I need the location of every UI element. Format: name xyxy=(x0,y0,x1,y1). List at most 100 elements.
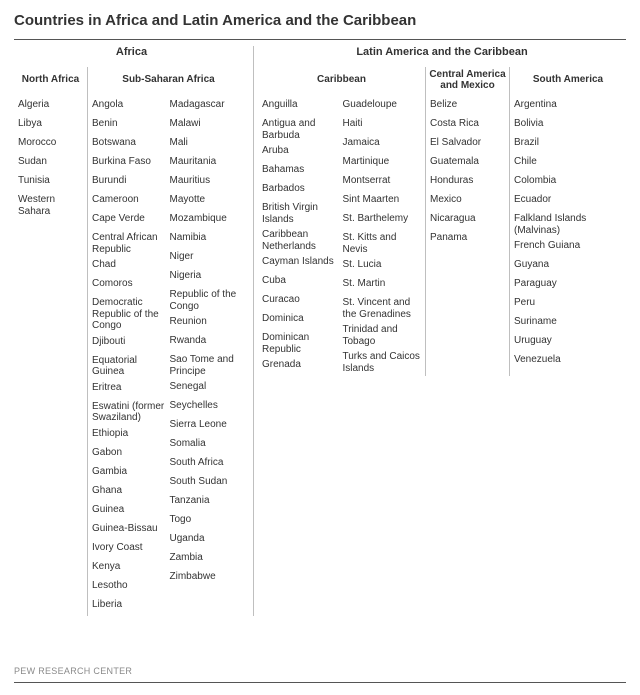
list-ssa-col1: AngolaBeninBotswanaBurkina FasoBurundiCa… xyxy=(91,97,169,616)
list-item: Caribbean Netherlands xyxy=(261,227,342,254)
list-item: Cuba xyxy=(261,273,342,292)
list-item: El Salvador xyxy=(429,135,506,154)
source-label: PEW RESEARCH CENTER xyxy=(14,666,626,676)
rule-bottom xyxy=(14,682,626,683)
list-item: Honduras xyxy=(429,173,506,192)
list-item: Senegal xyxy=(169,379,247,398)
region-lac: Latin America and the Caribbean Caribbea… xyxy=(254,46,626,616)
list-item: Trinidad and Tobago xyxy=(342,322,423,349)
list-item: St. Martin xyxy=(342,276,423,295)
list-item: St. Kitts and Nevis xyxy=(342,230,423,257)
list-item: St. Barthelemy xyxy=(342,211,423,230)
list-item: Sao Tome and Principe xyxy=(169,352,247,379)
list-item: Haiti xyxy=(342,116,423,135)
list-item: Central African Republic xyxy=(91,230,169,257)
list-item: Barbados xyxy=(261,181,342,200)
list-item: Equatorial Guinea xyxy=(91,353,169,380)
region-header-lac: Latin America and the Caribbean xyxy=(258,46,626,59)
sub-header-ssa: Sub-Saharan Africa xyxy=(91,67,246,93)
region-africa: Africa North Africa AlgeriaLibyaMoroccoS… xyxy=(14,46,254,616)
list-item: Curacao xyxy=(261,292,342,311)
list-item: Venezuela xyxy=(513,352,623,371)
list-central-america: BelizeCosta RicaEl SalvadorGuatemalaHond… xyxy=(429,97,506,249)
list-item: Argentina xyxy=(513,97,623,116)
list-item: Comoros xyxy=(91,276,169,295)
list-item: Algeria xyxy=(17,97,84,116)
page-title: Countries in Africa and Latin America an… xyxy=(14,12,626,29)
sub-header-caribbean: Caribbean xyxy=(261,67,422,93)
subcol-north-africa: North Africa AlgeriaLibyaMoroccoSudanTun… xyxy=(14,67,88,616)
list-ssa: AngolaBeninBotswanaBurkina FasoBurundiCa… xyxy=(91,97,246,616)
list-caribbean-col2: GuadeloupeHaitiJamaicaMartiniqueMontserr… xyxy=(342,97,423,376)
list-item: Democratic Republic of the Congo xyxy=(91,295,169,334)
list-item: Gabon xyxy=(91,445,169,464)
list-item: Mauritania xyxy=(169,154,247,173)
list-item: Namibia xyxy=(169,230,247,249)
list-item: Angola xyxy=(91,97,169,116)
list-item: Jamaica xyxy=(342,135,423,154)
list-item: Zambia xyxy=(169,550,247,569)
list-item: Bolivia xyxy=(513,116,623,135)
list-item: Djibouti xyxy=(91,334,169,353)
list-item: Grenada xyxy=(261,357,342,376)
list-item: Mali xyxy=(169,135,247,154)
list-south-america: ArgentinaBoliviaBrazilChileColombiaEcuad… xyxy=(513,97,623,371)
list-item: Falkland Islands (Malvinas) xyxy=(513,211,623,238)
list-item: Mexico xyxy=(429,192,506,211)
list-item: Republic of the Congo xyxy=(169,287,247,314)
list-item: Aruba xyxy=(261,143,342,162)
list-item: French Guiana xyxy=(513,238,623,257)
list-item: Guadeloupe xyxy=(342,97,423,116)
list-item: Burundi xyxy=(91,173,169,192)
list-item: Libya xyxy=(17,116,84,135)
sub-header-central-america: Central America and Mexico xyxy=(429,67,506,93)
list-item: Nicaragua xyxy=(429,211,506,230)
list-item: Kenya xyxy=(91,559,169,578)
list-item: Ghana xyxy=(91,483,169,502)
subcol-south-america: South America ArgentinaBoliviaBrazilChil… xyxy=(510,67,626,376)
list-item: Mayotte xyxy=(169,192,247,211)
list-item: Sint Maarten xyxy=(342,192,423,211)
list-caribbean-col1: AnguillaAntigua and BarbudaArubaBahamasB… xyxy=(261,97,342,376)
subcol-central-america: Central America and Mexico BelizeCosta R… xyxy=(426,67,510,376)
subcol-ssa: Sub-Saharan Africa AngolaBeninBotswanaBu… xyxy=(88,67,249,616)
sub-header-north-africa: North Africa xyxy=(17,67,84,93)
list-item: Sudan xyxy=(17,154,84,173)
list-item: Mozambique xyxy=(169,211,247,230)
list-item: Gambia xyxy=(91,464,169,483)
list-ssa-col2: MadagascarMalawiMaliMauritaniaMauritiusM… xyxy=(169,97,247,616)
rule-top xyxy=(14,39,626,40)
list-item: Ivory Coast xyxy=(91,540,169,559)
list-item: Brazil xyxy=(513,135,623,154)
list-item: Sierra Leone xyxy=(169,417,247,436)
list-item: St. Lucia xyxy=(342,257,423,276)
list-item: Guatemala xyxy=(429,154,506,173)
list-item: Cayman Islands xyxy=(261,254,342,273)
list-item: Eswatini (former Swaziland) xyxy=(91,399,169,426)
list-item: Montserrat xyxy=(342,173,423,192)
list-item: Chile xyxy=(513,154,623,173)
list-north-africa: AlgeriaLibyaMoroccoSudanTunisiaWestern S… xyxy=(17,97,84,219)
list-item: Antigua and Barbuda xyxy=(261,116,342,143)
list-item: Anguilla xyxy=(261,97,342,116)
list-item: Ecuador xyxy=(513,192,623,211)
list-item: Botswana xyxy=(91,135,169,154)
sub-header-south-america: South America xyxy=(513,67,623,93)
list-item: Western Sahara xyxy=(17,192,84,219)
list-item: Uruguay xyxy=(513,333,623,352)
list-item: Guyana xyxy=(513,257,623,276)
list-item: Morocco xyxy=(17,135,84,154)
list-item: Guinea-Bissau xyxy=(91,521,169,540)
list-item: Reunion xyxy=(169,314,247,333)
list-item: Turks and Caicos Islands xyxy=(342,349,423,376)
subcol-caribbean: Caribbean AnguillaAntigua and BarbudaAru… xyxy=(258,67,426,376)
region-header-africa: Africa xyxy=(14,46,249,59)
list-item: South Sudan xyxy=(169,474,247,493)
list-item: Niger xyxy=(169,249,247,268)
list-item: Panama xyxy=(429,230,506,249)
subregions-africa: North Africa AlgeriaLibyaMoroccoSudanTun… xyxy=(14,67,249,616)
list-item: Tunisia xyxy=(17,173,84,192)
list-item: Malawi xyxy=(169,116,247,135)
list-item: Somalia xyxy=(169,436,247,455)
list-item: Benin xyxy=(91,116,169,135)
